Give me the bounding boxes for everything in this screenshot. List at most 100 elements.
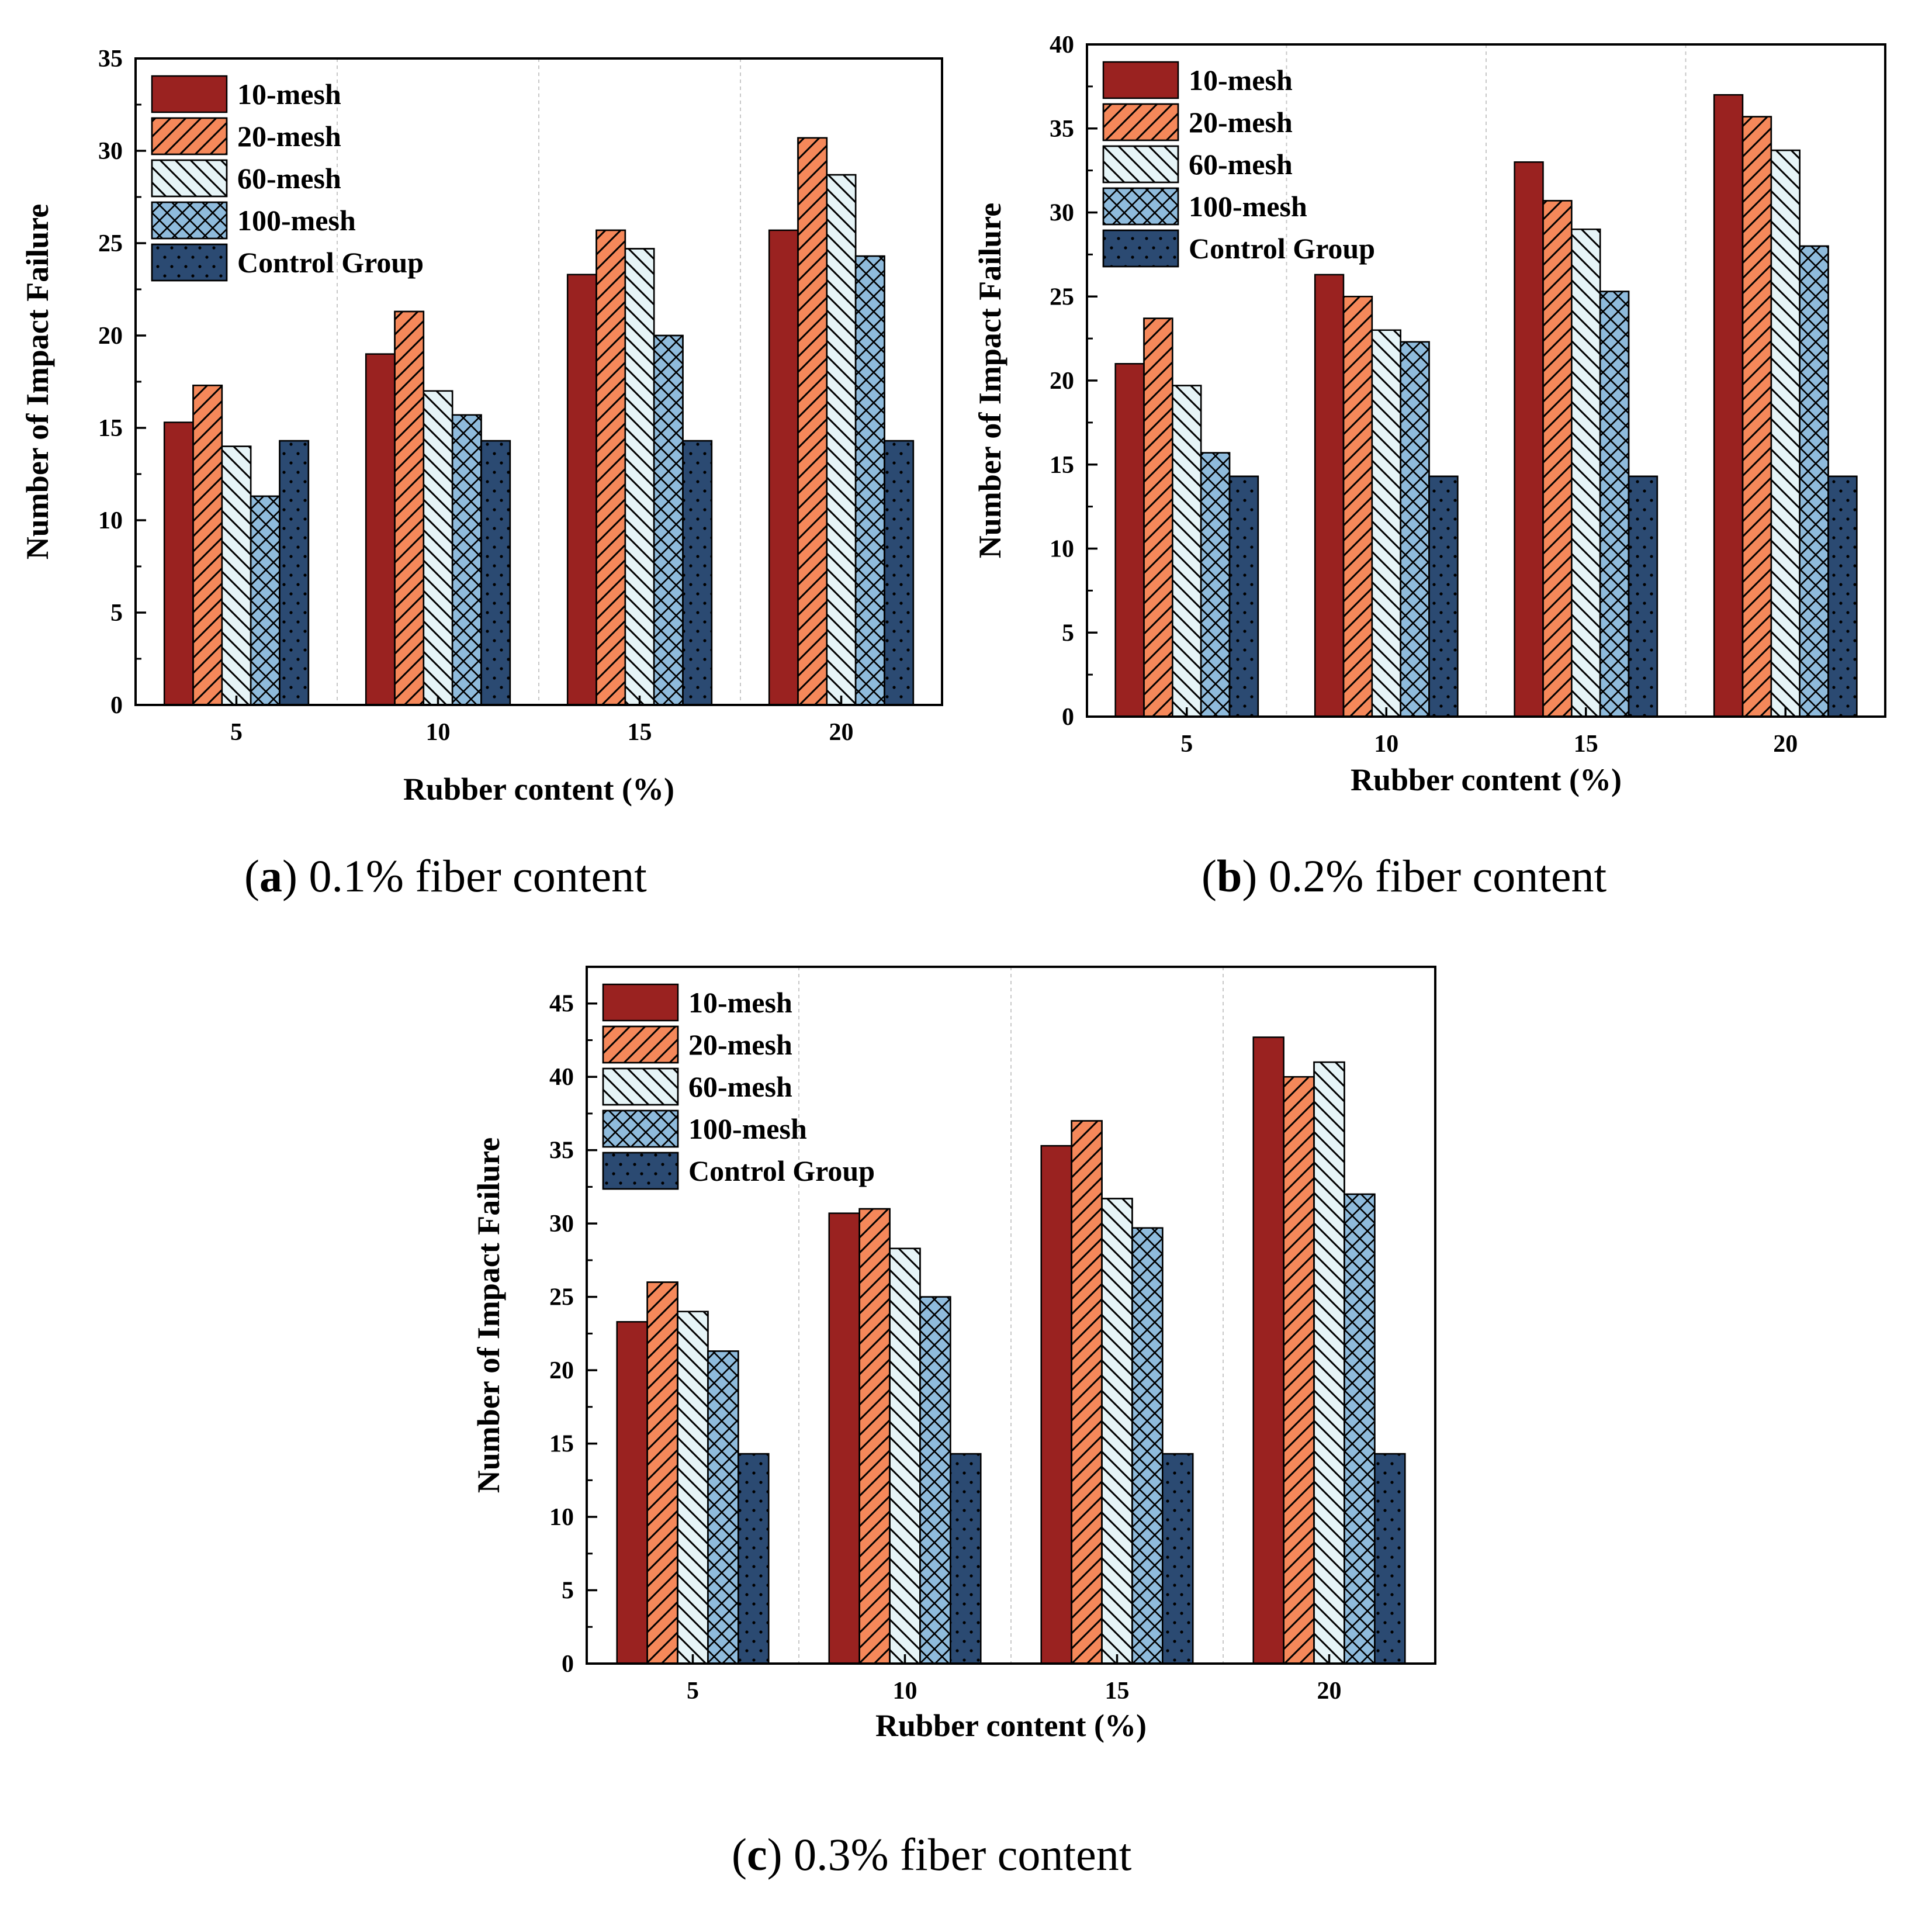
y-axis-title: Number of Impact Failure (972, 203, 1007, 558)
x-tick-label: 20 (1773, 731, 1798, 758)
legend-label: Control Group (688, 1154, 875, 1187)
x-tick-label: 5 (1180, 731, 1193, 758)
bar-hatch-overlay (1342, 296, 1373, 718)
y-tick-label: 20 (549, 1357, 574, 1384)
legend-swatch-hatch (602, 1109, 679, 1148)
legend-swatch-hatch (602, 1152, 679, 1190)
bar-a-10-mesh-15 (566, 274, 597, 706)
bar-hatch-overlay (624, 248, 655, 706)
bar-hatch-overlay (1172, 385, 1202, 718)
y-tick-label: 30 (549, 1211, 574, 1237)
legend-swatch-hatch (1102, 187, 1179, 226)
bar-hatch-overlay (1428, 475, 1459, 718)
legend-swatch-10-mesh (151, 75, 228, 113)
bar-b-10-mesh-5 (1114, 363, 1145, 718)
bar-hatch-overlay (1131, 1227, 1164, 1665)
x-tick-label: 10 (1374, 731, 1398, 758)
caption-a-text: 0.1% fiber content (297, 850, 647, 901)
y-tick-label: 30 (98, 138, 123, 165)
y-tick-label: 15 (1050, 452, 1074, 479)
caption-c-text: 0.3% fiber content (782, 1829, 1132, 1880)
plot-frame (586, 966, 1436, 1665)
bar-hatch-overlay (1371, 329, 1401, 718)
legend-swatch-hatch (1102, 145, 1179, 184)
caption-b: (b) 0.2% fiber content (1202, 850, 1607, 901)
bar-hatch-overlay (1162, 1453, 1194, 1665)
bar-c-10-mesh-20 (1252, 1036, 1284, 1665)
y-tick-label: 35 (98, 46, 123, 72)
y-tick-label: 10 (1050, 536, 1074, 563)
x-tick-label: 15 (1105, 1678, 1130, 1705)
bar-hatch-overlay (221, 445, 252, 706)
caption-a-letter: a (259, 850, 282, 901)
y-tick-label: 5 (110, 600, 123, 627)
legend-swatch-hatch (151, 159, 228, 198)
legend-swatch-hatch (151, 117, 228, 155)
x-tick-label: 20 (1317, 1678, 1342, 1705)
legend-label: Control Group (237, 246, 424, 279)
legend-label: 20-mesh (237, 120, 341, 153)
legend-label: 100-mesh (1189, 190, 1307, 223)
y-tick-label: 40 (549, 1064, 574, 1091)
bar-hatch-overlay (451, 414, 482, 706)
bar-hatch-overlay (1283, 1076, 1315, 1665)
bar-a-10-mesh-10 (365, 353, 396, 706)
legend-swatch-hatch (151, 243, 228, 282)
legend-label: 10-mesh (688, 986, 792, 1019)
y-axis-title: Number of Impact Failure (471, 1138, 506, 1493)
y-tick-label: 10 (549, 1504, 574, 1531)
legend-label: Control Group (1189, 232, 1375, 265)
bar-hatch-overlay (707, 1350, 739, 1665)
y-tick-label: 40 (1050, 32, 1074, 58)
x-tick-label: 15 (628, 719, 652, 746)
legend-swatch-hatch (1102, 103, 1179, 141)
bar-a-10-mesh-20 (768, 229, 799, 706)
x-tick-label: 5 (230, 719, 243, 746)
legend-swatch-10-mesh (1102, 61, 1179, 99)
x-tick-label: 15 (1574, 731, 1598, 758)
y-tick-label: 35 (1050, 116, 1074, 143)
bar-hatch-overlay (1628, 475, 1659, 718)
legend-label: 100-mesh (237, 204, 356, 237)
legend-swatch-hatch (602, 1025, 679, 1064)
bar-hatch-overlay (1101, 1198, 1133, 1665)
x-axis-title: Rubber content (%) (403, 772, 674, 807)
y-tick-label: 5 (562, 1578, 574, 1605)
bar-hatch-overlay (480, 440, 511, 706)
bar-hatch-overlay (595, 229, 626, 706)
bar-hatch-overlay (1827, 475, 1858, 718)
legend-label: 100-mesh (688, 1112, 807, 1145)
legend-label: 20-mesh (688, 1028, 792, 1061)
bar-hatch-overlay (423, 390, 453, 706)
bar-hatch-overlay (854, 255, 885, 706)
legend-label: 60-mesh (1189, 148, 1293, 181)
y-tick-label: 15 (98, 415, 123, 442)
legend-swatch-hatch (151, 201, 228, 240)
y-axis-title: Number of Impact Failure (20, 204, 55, 559)
legend-swatch-hatch (602, 1067, 679, 1106)
bar-hatch-overlay (1542, 200, 1573, 718)
bar-hatch-overlay (1143, 317, 1173, 718)
bar-hatch-overlay (858, 1208, 891, 1665)
legend-swatch-10-mesh (602, 983, 679, 1022)
y-tick-label: 10 (98, 507, 123, 534)
legend-label: 60-mesh (237, 162, 341, 195)
bar-hatch-overlay (1200, 452, 1231, 718)
x-tick-label: 10 (426, 719, 451, 746)
y-tick-label: 25 (1050, 283, 1074, 310)
x-axis-title: Rubber content (%) (875, 1708, 1147, 1743)
bar-hatch-overlay (1799, 245, 1829, 718)
bar-hatch-overlay (682, 440, 713, 706)
legend-label: 10-mesh (237, 78, 341, 110)
y-tick-label: 0 (1062, 704, 1074, 731)
bar-hatch-overlay (1571, 229, 1601, 718)
x-axis-title: Rubber content (%) (1351, 762, 1622, 797)
bar-hatch-overlay (1400, 341, 1430, 718)
bar-hatch-overlay (1344, 1193, 1376, 1665)
bar-a-10-mesh-5 (163, 421, 194, 706)
bar-hatch-overlay (250, 495, 281, 706)
bar-c-10-mesh-5 (616, 1321, 648, 1665)
y-tick-label: 20 (98, 323, 123, 350)
bar-hatch-overlay (1228, 475, 1259, 718)
